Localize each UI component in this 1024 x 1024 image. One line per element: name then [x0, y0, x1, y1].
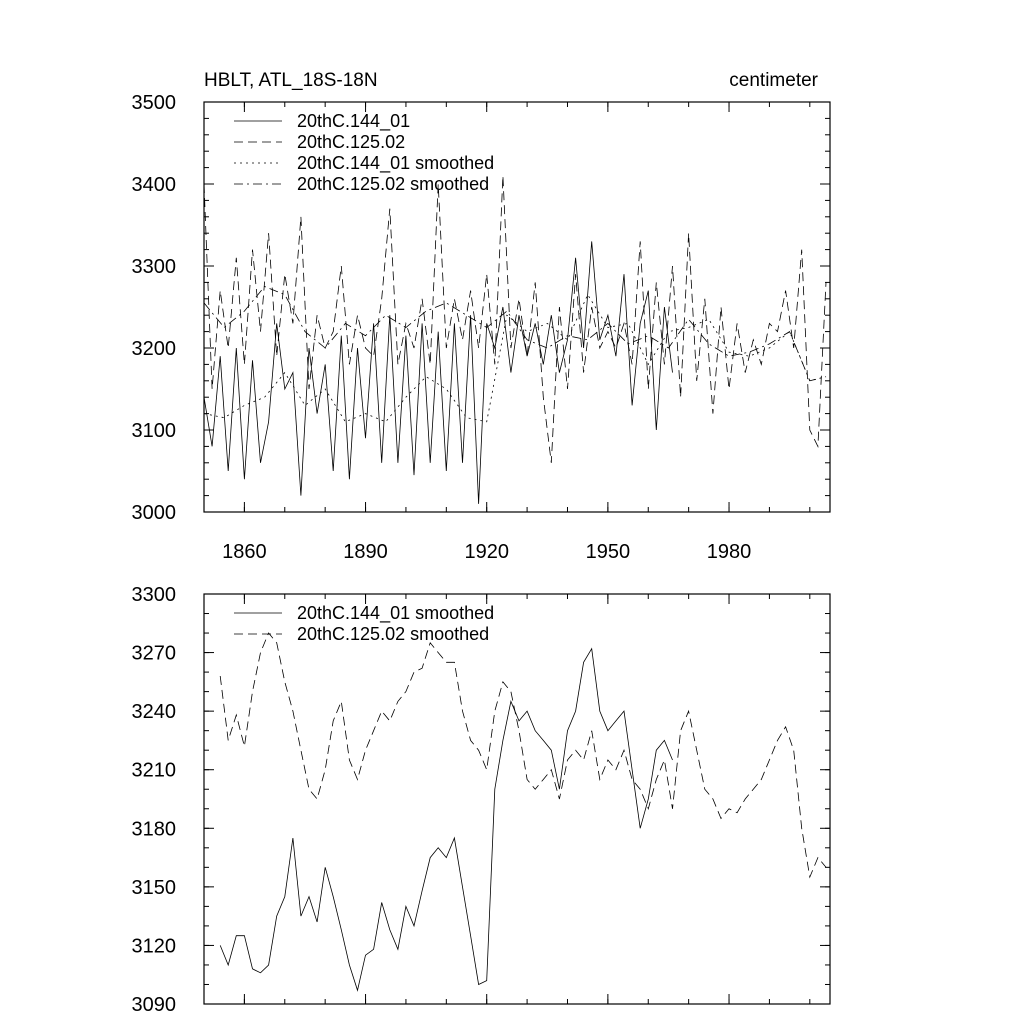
y-tick-label: 3270 — [132, 643, 177, 665]
y-tick-label: 3090 — [132, 994, 177, 1016]
top-axes-frame — [203, 101, 831, 513]
y-tick-label: 3200 — [132, 338, 177, 360]
y-tick-label: 3300 — [132, 584, 177, 606]
series-line-3 — [203, 293, 827, 423]
bottom-panel: 3090 3120 3150 3180 3210 3240 3270 3300 20thC.1… — [132, 584, 831, 1016]
top-chart-units: centimeter — [729, 70, 818, 91]
series-line-1 — [203, 241, 673, 504]
top-axis-ticks: 3000 3100 3200 3300 3400 3500 1860 1890 1920 1950… — [132, 92, 830, 563]
bottom-axis-ticks: 3090 3120 3150 3180 3210 3240 3270 3300 — [132, 584, 830, 1016]
bottom-axes-frame — [203, 593, 831, 1005]
y-tick-label: 3300 — [132, 256, 177, 278]
legend-label: 20thC.144_01 smoothed — [297, 603, 494, 624]
legend-label: 20thC.125.02 — [297, 132, 405, 152]
x-tick-label: 1980 — [707, 541, 752, 563]
x-tick-label: 1920 — [464, 541, 509, 563]
x-tick-label: 1860 — [222, 541, 267, 563]
top-series-group — [203, 175, 827, 504]
legend-label: 20thC.125.02 smoothed — [297, 624, 489, 644]
series-line-2 — [203, 175, 827, 463]
y-tick-label: 3000 — [132, 502, 177, 524]
y-tick-label: 3120 — [132, 935, 177, 957]
y-tick-label: 3400 — [132, 174, 177, 196]
y-tick-label: 3210 — [132, 760, 177, 782]
bottom-series-group — [219, 632, 827, 992]
y-tick-label: 3240 — [132, 701, 177, 723]
y-tick-label: 3100 — [132, 420, 177, 442]
x-tick-label: 1950 — [586, 541, 631, 563]
series-line-1 — [219, 647, 673, 992]
y-tick-label: 3150 — [132, 877, 177, 899]
series-line-2 — [219, 632, 827, 879]
series-line-4 — [203, 286, 827, 382]
legend-label: 20thC.125.02 smoothed — [297, 174, 489, 194]
legend-label: 20thC.144_01 — [297, 111, 410, 132]
x-tick-label: 1890 — [343, 541, 388, 563]
top-chart-title: HBLT, ATL_18S-18N — [204, 70, 378, 91]
y-tick-label: 3180 — [132, 818, 177, 840]
legend-label: 20thC.144_01 smoothed — [297, 153, 494, 174]
top-panel: HBLT, ATL_18S-18N centimeter 3000 3100 320… — [132, 70, 831, 563]
y-tick-label: 3500 — [132, 92, 177, 114]
